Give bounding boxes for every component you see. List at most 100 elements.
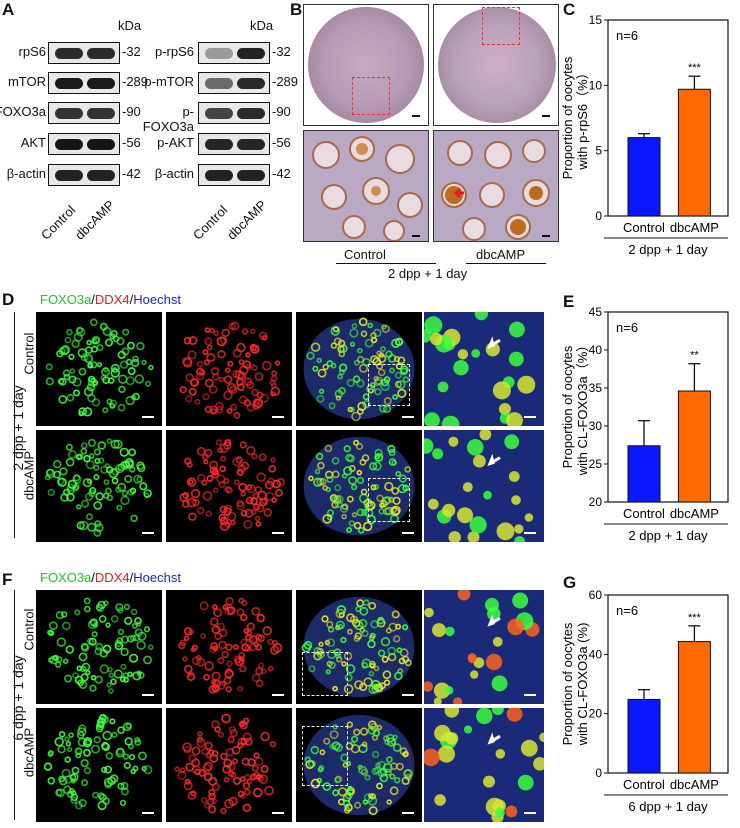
fl-d-dbcamp-merge-art <box>303 436 415 536</box>
blotA_right-kda-1: -289 <box>272 74 299 89</box>
fl-d-control-merge <box>296 312 422 426</box>
chart-e-bar-1 <box>677 390 711 503</box>
fl-f-control-merge-art <box>301 596 415 698</box>
fl-f-dbcamp-foxo3a-scale-bar <box>142 812 154 814</box>
side-row-control-d: Control <box>21 332 37 375</box>
chart-g-condition: 6 dpp + 1 day <box>628 799 708 814</box>
chart-c-ytick-label-1: 5 <box>595 144 602 158</box>
panel-label-b: B <box>290 0 303 19</box>
chart-e-ylabel-line1: Proportion of oocytes <box>560 345 575 468</box>
chart-c-condition: 2 dpp + 1 day <box>628 242 708 257</box>
ihc-control-zoom <box>303 130 429 242</box>
ihc-dbcamp-overview <box>433 4 559 126</box>
fl-d-control-foxo3a-art <box>45 318 154 417</box>
fl-d-control-ddx4 <box>166 312 292 426</box>
blotA_left-kda-1: -289 <box>122 74 149 89</box>
blotA_left-band-control-2 <box>55 108 83 119</box>
fl-d-control-zoom <box>424 312 544 426</box>
bracket-line-f <box>14 590 15 820</box>
fl-d-control-merge-art <box>303 317 415 422</box>
chart-c-ylabel-line2: with p-rpS6（%） <box>575 66 590 170</box>
fl-d-control-foxo3a <box>36 312 162 426</box>
blotA_left-kda-3: -56 <box>122 135 141 150</box>
fl-f-dbcamp-ddx4-art <box>174 713 277 815</box>
fl-d-dbcamp-foxo3a-scale-bar <box>142 532 154 534</box>
ihc-control-zoom-art <box>312 136 423 241</box>
fl-d-dbcamp-foxo3a <box>36 430 162 542</box>
ihc-underline-dbcamp <box>466 263 546 264</box>
chart-e-ytick-label-3: 35 <box>589 381 603 395</box>
fl-f-control-foxo3a-scale-bar <box>142 694 154 696</box>
panel-label-d: D <box>2 290 15 309</box>
blotA_right-band-dbcamp-4 <box>237 170 265 181</box>
fl-d-dbcamp-zoom-art <box>424 430 544 542</box>
fl-f-dbcamp-zoom-scale-bar <box>524 812 536 814</box>
fl-d-dbcamp-merge <box>296 430 422 542</box>
fl-f-dbcamp-zoom <box>424 708 544 822</box>
panel-label-g: G <box>563 573 577 592</box>
chart-g-ytick-label-1: 20 <box>589 707 603 721</box>
blotA_right-lane-label-0: Control <box>190 202 231 243</box>
fl-f-control-ddx4-art <box>178 597 283 694</box>
bracket-line-d <box>14 312 15 538</box>
fl-d-control-merge-inset-box <box>368 364 410 406</box>
blotA_left-blot-strip-3 <box>48 133 120 155</box>
legend-d: FOXO3a/DDX4/Hoechst <box>40 292 181 307</box>
chart-e-ylabel-line2: with CL-FOXO3a（%） <box>575 339 590 477</box>
fl-d-dbcamp-ddx4-art <box>179 439 286 531</box>
chart-c-ytick-label-2: 10 <box>589 78 603 92</box>
blotA_right-band-control-4 <box>205 170 233 181</box>
fl-d-control-zoom-art <box>424 312 544 426</box>
fl-f-dbcamp-ddx4-scale-bar <box>272 812 284 814</box>
ihc-dbcamp-zoom <box>433 130 559 242</box>
fl-d-dbcamp-foxo3a-art <box>44 438 152 537</box>
chart-e-frame <box>607 311 729 503</box>
fl-d-dbcamp-merge-inset-box <box>368 478 410 522</box>
fl-f-control-foxo3a <box>36 590 162 704</box>
legend-f: FOXO3a/DDX4/Hoechst <box>40 570 181 585</box>
legend-f-hoechst: Hoechst <box>133 570 181 585</box>
blotA_left-protein-label-4: β-actin <box>6 166 46 181</box>
legend-d-sep2: / <box>129 292 134 307</box>
blotA_right-band-dbcamp-2 <box>237 108 265 119</box>
fl-d-control-merge-scale-bar <box>402 416 414 418</box>
fl-f-control-zoom <box>424 590 544 704</box>
blotA_left-blot-strip-4 <box>48 164 120 186</box>
chart-c-bar-1 <box>677 88 711 217</box>
fl-f-control-merge <box>296 590 422 704</box>
chart-e-ytick-label-1: 25 <box>589 457 603 471</box>
chart-g-xlabel-0: Control <box>623 777 665 792</box>
legend-d-ddx4: DDX4 <box>94 292 130 307</box>
blotA_left-band-control-0 <box>55 48 83 59</box>
chart-c-frame <box>607 19 729 217</box>
blotA_left-blot-strip-0 <box>48 42 120 64</box>
fl-d-dbcamp-zoom-scale-bar <box>524 532 536 534</box>
blotA_right-protein-label-4: β-actin <box>154 166 194 181</box>
fl-d-control-ddx4-scale-bar <box>272 416 284 418</box>
blotA_right-blot-strip-3 <box>198 133 270 155</box>
blotA_right-lane-label-1: dbcAMP <box>224 197 270 243</box>
chart-c-annotation: n=6 <box>616 28 638 43</box>
kda-header-right: kDa <box>250 18 274 33</box>
chart-c-ytick-label-3: 15 <box>589 13 603 27</box>
bar-chart-e: 20 25 30 35 40 45 Proportion of oocytes with CL… <box>560 305 729 543</box>
fl-d-dbcamp-ddx4 <box>166 430 292 542</box>
ihc-label-control: Control <box>344 247 386 262</box>
fl-d-control-foxo3a-scale-bar <box>142 416 154 418</box>
fl-f-dbcamp-merge <box>296 708 422 822</box>
fl-d-dbcamp-zoom <box>424 430 544 542</box>
fl-d-control-zoom-scale-bar <box>524 416 536 418</box>
legend-f-foxo3a: FOXO3a <box>40 570 92 585</box>
fl-d-dbcamp-ddx4-scale-bar <box>272 532 284 534</box>
blotA_right-kda-4: -42 <box>272 166 291 181</box>
bar-chart-c: 0 5 10 15 Proportion of oocytes with p-rpS6（%… <box>560 13 729 257</box>
chart-c-sig-1: *** <box>688 62 702 74</box>
chart-g-xlabel-1: dbcAMP <box>670 777 719 792</box>
fl-d-control-ddx4-art <box>179 321 281 419</box>
fl-f-control-zoom-scale-bar <box>524 694 536 696</box>
blotA_left-band-control-3 <box>55 139 83 150</box>
legend-d-sep1: / <box>91 292 95 307</box>
blotA_left-band-dbcamp-4 <box>87 170 115 181</box>
panel-label-e: E <box>563 292 575 311</box>
chart-e-condition: 2 dpp + 1 day <box>628 528 708 543</box>
